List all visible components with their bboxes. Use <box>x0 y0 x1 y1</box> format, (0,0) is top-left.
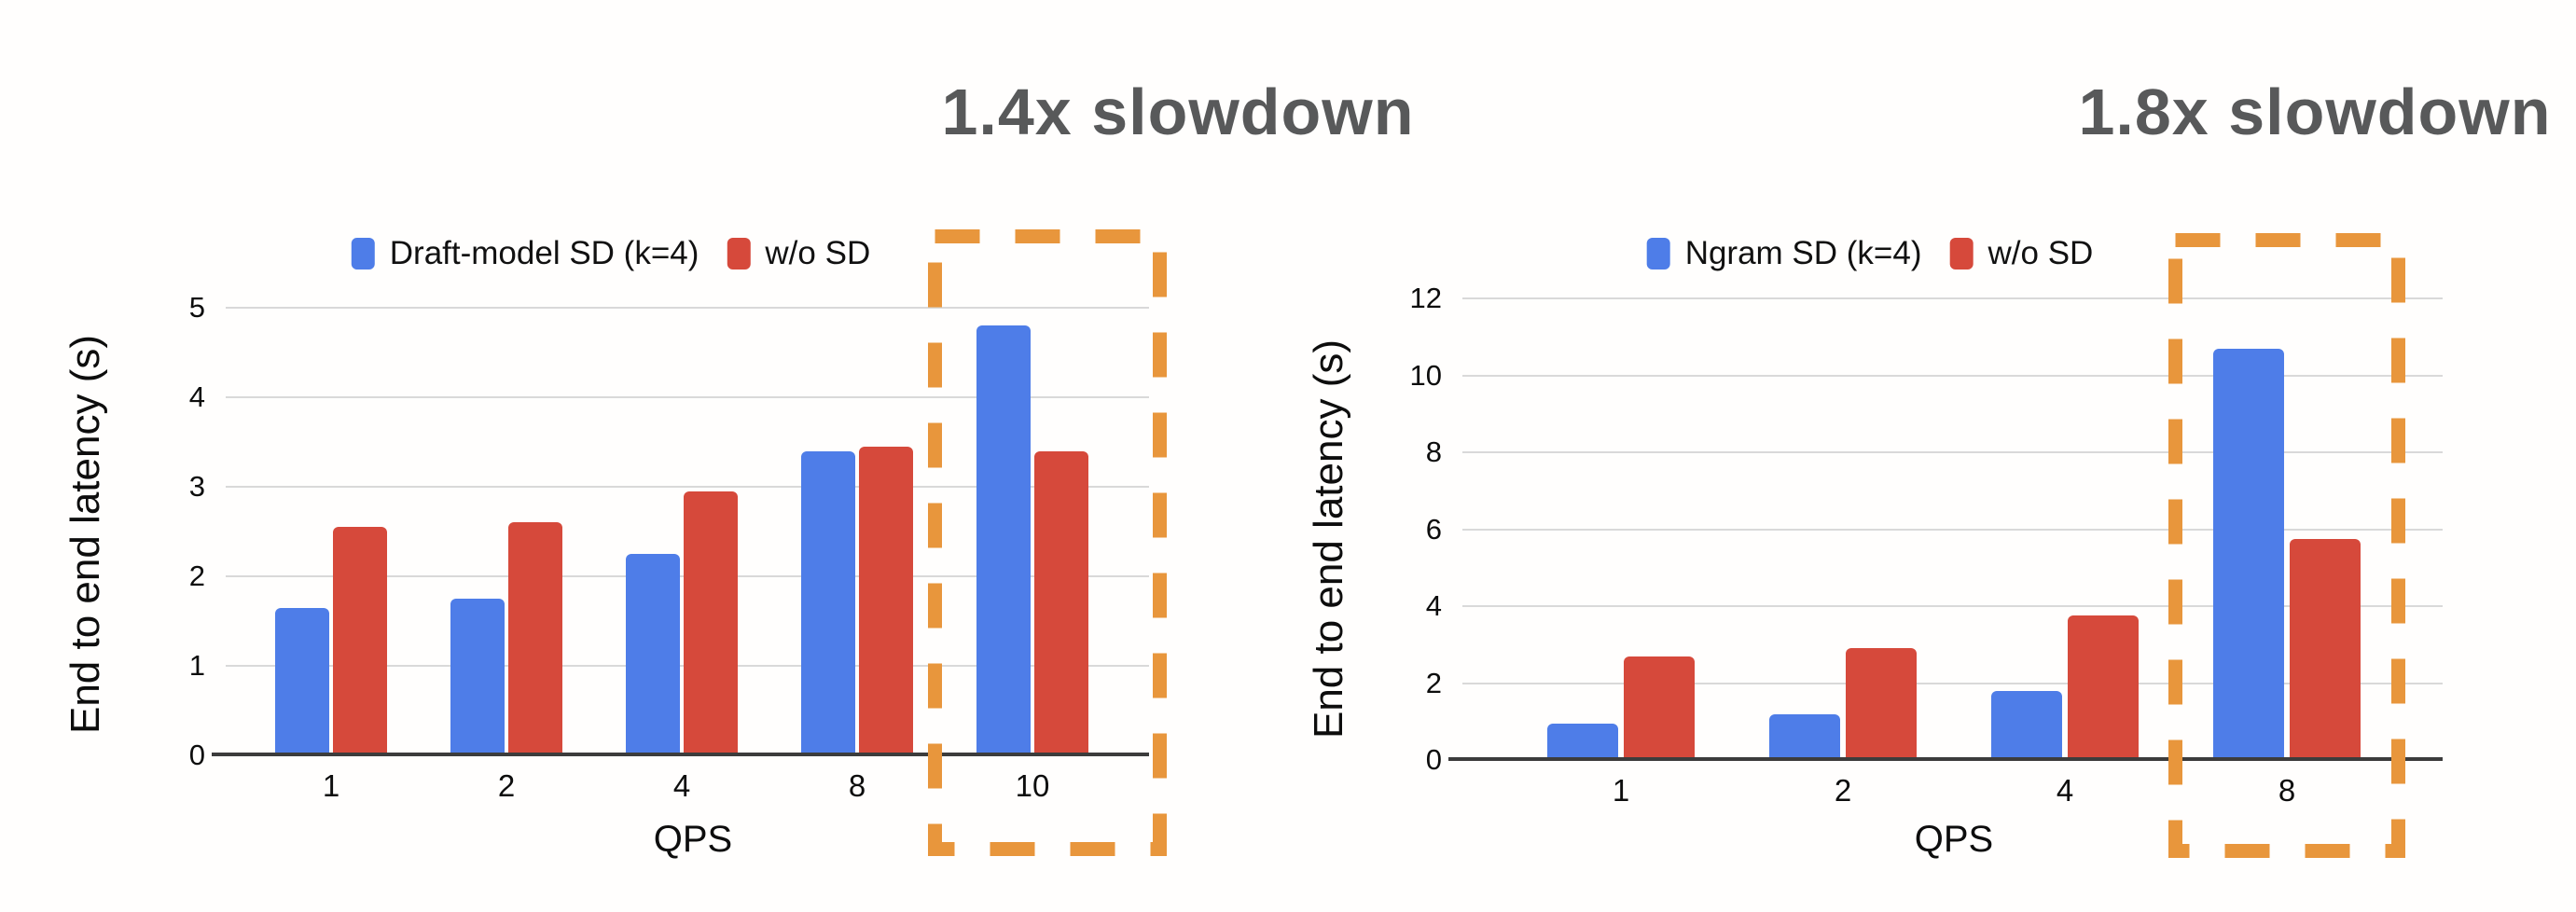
bar-sd-qps-2 <box>450 599 505 755</box>
x-tick-label: 1 <box>322 768 340 803</box>
bar-no-sd-qps-1 <box>333 527 387 755</box>
bar-sd-qps-10 <box>976 325 1031 755</box>
highlight-rect-left <box>928 229 1167 856</box>
slowdown-annotation-right: 1.8x slowdown <box>2078 76 2552 148</box>
y-tick-label: 0 <box>1425 743 1442 776</box>
x-tick-label: 10 <box>1015 768 1050 803</box>
bar-no-sd-qps-4 <box>684 491 738 755</box>
y-tick-label: 4 <box>188 380 205 413</box>
bar-sd-qps-4 <box>1991 690 2062 760</box>
legend-swatch-icon <box>1949 238 1974 269</box>
x-tick-label: 2 <box>1834 773 1852 808</box>
x-tick-label: 2 <box>497 768 516 803</box>
legend-label: w/o SD <box>765 235 871 271</box>
legend-item: Ngram SD (k=4) <box>1646 235 1922 272</box>
bar-no-sd-qps-8 <box>859 446 913 755</box>
y-tick-label: 0 <box>188 739 205 771</box>
gridline <box>1462 297 2443 299</box>
gridline <box>1462 374 2443 377</box>
bar-no-sd-qps-4 <box>2068 615 2139 760</box>
gridline <box>1462 605 2443 607</box>
legend-swatch-icon <box>1646 238 1670 269</box>
y-tick-label: 2 <box>1425 666 1442 699</box>
y-tick-label: 2 <box>188 560 205 592</box>
y-tick-label: 3 <box>188 470 205 503</box>
legend-swatch-icon <box>727 238 751 269</box>
gridline <box>1462 682 2443 684</box>
x-tick-label: 4 <box>672 768 691 803</box>
bar-sd-qps-4 <box>626 554 680 755</box>
legend-item: w/o SD <box>727 235 870 272</box>
y-tick-label: 5 <box>188 291 205 324</box>
y-axis-title-left: End to end latency (s) <box>62 334 108 735</box>
gridline <box>226 396 1149 398</box>
bar-no-sd-qps-2 <box>508 522 562 755</box>
gridline <box>226 307 1149 309</box>
bar-sd-qps-1 <box>1547 723 1618 760</box>
x-tick-label: 8 <box>2278 773 2296 808</box>
y-tick-label: 10 <box>1409 358 1442 392</box>
legend-left: Draft-model SD (k=4) w/o SD <box>351 235 870 272</box>
x-tick-label: 1 <box>1612 773 1630 808</box>
legend-item: w/o SD <box>1949 235 2094 272</box>
y-tick-label: 6 <box>1425 512 1442 546</box>
bar-no-sd-qps-2 <box>1846 648 1917 760</box>
legend-swatch-icon <box>351 238 375 269</box>
bar-no-sd-qps-10 <box>1034 450 1088 755</box>
gridline <box>226 486 1149 488</box>
x-axis-line <box>1448 757 2443 761</box>
slowdown-annotation-left: 1.4x slowdown <box>941 76 1415 148</box>
bar-no-sd-qps-1 <box>1624 656 1695 760</box>
bar-sd-qps-8 <box>2213 348 2284 760</box>
bar-sd-qps-2 <box>1769 713 1840 760</box>
bar-sd-qps-1 <box>275 607 329 755</box>
y-tick-label: 12 <box>1409 282 1442 314</box>
legend-label: w/o SD <box>1987 235 2094 271</box>
gridline <box>1462 451 2443 453</box>
x-axis-title-left: QPS <box>653 819 733 860</box>
x-tick-label: 8 <box>848 768 866 803</box>
y-tick-label: 4 <box>1425 589 1442 622</box>
x-tick-label: 4 <box>2056 773 2074 808</box>
plot-area-left: 0 1 2 3 4 5 1 2 4 8 10 <box>189 291 1149 803</box>
gridline <box>1462 528 2443 531</box>
plot-area-right: 0 2 4 6 8 10 12 1 2 4 8 <box>1410 282 2443 808</box>
y-axis-title-right: End to end latency (s) <box>1306 339 1351 739</box>
x-axis-title-right: QPS <box>1914 819 1994 860</box>
legend-right: Ngram SD (k=4) w/o SD <box>1646 235 2094 272</box>
bar-no-sd-qps-8 <box>2290 538 2361 760</box>
legend-label: Ngram SD (k=4) <box>1684 235 1922 271</box>
y-tick-label: 1 <box>188 649 205 682</box>
legend-item: Draft-model SD (k=4) <box>351 235 699 272</box>
highlight-rect-right <box>2168 233 2405 858</box>
x-axis-line <box>212 753 1149 756</box>
legend-label: Draft-model SD (k=4) <box>389 235 699 271</box>
y-tick-label: 8 <box>1425 435 1442 468</box>
bar-sd-qps-8 <box>801 450 855 755</box>
